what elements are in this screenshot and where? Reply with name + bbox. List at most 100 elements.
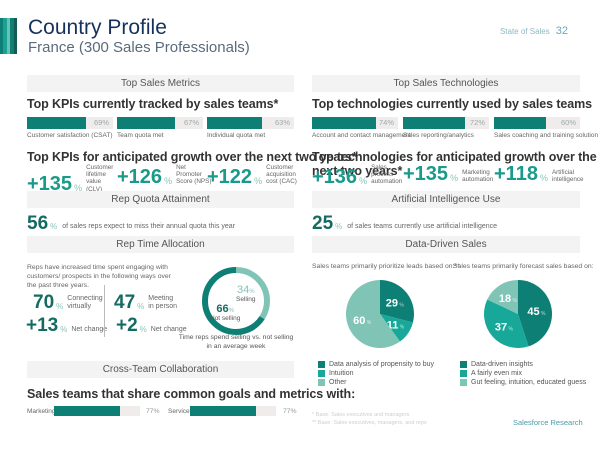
tech-bar-fill bbox=[403, 117, 465, 129]
collab-bar-fill bbox=[54, 406, 121, 416]
footnote-2: ** Base: Sales executives, managers, and… bbox=[312, 420, 427, 426]
legend-label: Other bbox=[329, 379, 347, 386]
section-ai-use: Artificial Intelligence Use bbox=[312, 191, 580, 208]
growth-value: +135 bbox=[27, 172, 73, 195]
footnote-1: * Base: Sales executives and managers bbox=[312, 412, 410, 418]
growth-value: +135 bbox=[403, 163, 449, 185]
legend-swatch bbox=[460, 361, 467, 368]
donut-caption: Time reps spend selling vs. not selling … bbox=[178, 334, 294, 350]
legend-label: A fairly even mix bbox=[471, 370, 522, 377]
section-rep-time-allocation: Rep Time Allocation bbox=[27, 236, 294, 253]
forecast-chart-title: Sales teams primarily forecast sales bas… bbox=[453, 263, 594, 270]
page-subtitle: France (300 Sales Professionals) bbox=[28, 39, 250, 56]
section-top-sales-metrics: Top Sales Metrics bbox=[27, 75, 294, 92]
legend-item: Data-driven insights bbox=[460, 360, 586, 369]
page-number: 32 bbox=[555, 25, 568, 37]
stat-label: Net change bbox=[150, 325, 187, 333]
legend-swatch bbox=[460, 370, 467, 377]
growth-value: +126 bbox=[117, 165, 163, 188]
report-name: State of Sales bbox=[499, 27, 550, 36]
report-header: State of Sales 32 bbox=[500, 25, 568, 37]
logo-stripe bbox=[3, 18, 7, 54]
ai-value: 25 bbox=[312, 213, 334, 234]
legend-item: Intuition bbox=[318, 369, 434, 378]
growth-unit: % bbox=[450, 173, 459, 183]
pie-slice bbox=[346, 280, 400, 348]
logo-stripe bbox=[0, 18, 3, 54]
kpi-growth-cac: +122 % Customer acquisition cost (CAC) bbox=[207, 164, 306, 187]
donut-label-selling: 34% Selling bbox=[236, 284, 256, 303]
donut-selling-label: Selling bbox=[236, 296, 256, 303]
stat-meeting-in-person: 47 % Meeting in person bbox=[114, 293, 180, 312]
legend-swatch bbox=[318, 370, 325, 377]
collab-label-service: Service bbox=[168, 408, 190, 415]
stat-value: 47 bbox=[114, 292, 136, 313]
kpi-growth-nps: +126 % Net Promoter Score (NPS) bbox=[117, 164, 212, 187]
donut-segment bbox=[202, 267, 270, 335]
growth-label: Sales process automation bbox=[371, 164, 403, 186]
legend-swatch bbox=[318, 361, 325, 368]
tech-bar-label: Sales reporting/analytics bbox=[403, 132, 474, 139]
tech-bar-coaching: 60% bbox=[494, 117, 580, 129]
stat-unit: % bbox=[137, 302, 145, 311]
stat-value: 70 bbox=[33, 292, 55, 313]
stat-label: Connecting virtually bbox=[67, 294, 103, 310]
kpi-bar-value: 63% bbox=[274, 118, 290, 127]
forecast-legend: Data-driven insights A fairly even mix G… bbox=[460, 360, 586, 387]
kpi-growth-clv: +135 % Customer lifetime value (CLV) bbox=[27, 164, 118, 194]
ai-text: of sales teams currently use artificial … bbox=[347, 223, 498, 230]
kpis-growth-heading: Top KPIs for anticipated growth over the… bbox=[27, 150, 357, 164]
growth-unit: % bbox=[164, 175, 173, 186]
legend-item: Other bbox=[318, 378, 434, 387]
stat-value: +13 bbox=[26, 315, 59, 336]
tech-bar-value: 74% bbox=[378, 118, 394, 127]
growth-label: Customer lifetime value (CLV) bbox=[86, 164, 114, 193]
stat-net-change-virtual: +13 % Net change bbox=[26, 316, 107, 335]
tech-bar-fill bbox=[312, 117, 376, 129]
legend-item: Data analysis of propensity to buy bbox=[318, 360, 434, 369]
growth-unit: % bbox=[539, 173, 548, 183]
growth-unit: % bbox=[254, 175, 263, 186]
kpi-bar-label: Individual quota met bbox=[207, 132, 266, 139]
brand-label: Salesforce Research bbox=[513, 418, 583, 427]
section-top-sales-technologies: Top Sales Technologies bbox=[312, 75, 580, 92]
kpi-bar-label: Customer satisfaction (CSAT) bbox=[27, 132, 113, 139]
pie-slice bbox=[518, 280, 552, 347]
page-title: Country Profile bbox=[28, 16, 167, 39]
selling-donut-chart bbox=[202, 267, 270, 335]
donut-label-not-selling: 66% Not selling bbox=[210, 303, 241, 322]
kpi-bar-team-quota: 67% bbox=[117, 117, 203, 129]
growth-value: +118 bbox=[494, 163, 538, 185]
tech-current-heading: Top technologies currently used by sales… bbox=[312, 97, 592, 111]
tech-bar-value: 60% bbox=[560, 118, 576, 127]
logo-stripes bbox=[0, 18, 17, 54]
legend-item: Gut feeling, intuition, educated guess bbox=[460, 378, 586, 387]
quota-value: 56 bbox=[27, 213, 49, 234]
growth-label: Net Promoter Score (NPS) bbox=[176, 164, 212, 186]
growth-label: Marketing automation bbox=[462, 168, 494, 183]
kpi-bar-value: 67% bbox=[183, 118, 199, 127]
stat-value: +2 bbox=[116, 315, 138, 336]
logo-stripe bbox=[10, 18, 14, 54]
donut-not-selling-label: Not selling bbox=[210, 315, 241, 322]
kpis-current-heading: Top KPIs currently tracked by sales team… bbox=[27, 97, 279, 111]
time-allocation-intro: Reps have increased time spent engaging … bbox=[27, 264, 171, 290]
ai-stat: 25 % of sales teams currently use artifi… bbox=[312, 214, 497, 233]
legend-label: Intuition bbox=[329, 370, 354, 377]
pie-slice bbox=[487, 280, 518, 314]
kpi-bar-label: Team quota met bbox=[117, 132, 164, 139]
growth-unit: % bbox=[359, 175, 368, 186]
growth-label: Artificial intelligence bbox=[551, 168, 584, 183]
growth-value: +136 bbox=[312, 165, 358, 188]
stat-connecting-virtually: 70 % Connecting virtually bbox=[33, 292, 103, 313]
tech-bar-label: Account and contact management bbox=[312, 132, 411, 139]
collab-bar-fill bbox=[190, 406, 257, 416]
legend-item: A fairly even mix bbox=[460, 369, 586, 378]
legend-label: Data-driven insights bbox=[471, 361, 533, 368]
donut-not-selling-value: 66 bbox=[216, 303, 229, 315]
tech-bar-value: 72% bbox=[469, 118, 485, 127]
kpi-bar-fill bbox=[207, 117, 262, 129]
logo-stripe bbox=[7, 18, 10, 54]
pie-slice bbox=[380, 280, 414, 323]
leads-pie-chart: 29 %11 %60 % bbox=[346, 280, 414, 348]
